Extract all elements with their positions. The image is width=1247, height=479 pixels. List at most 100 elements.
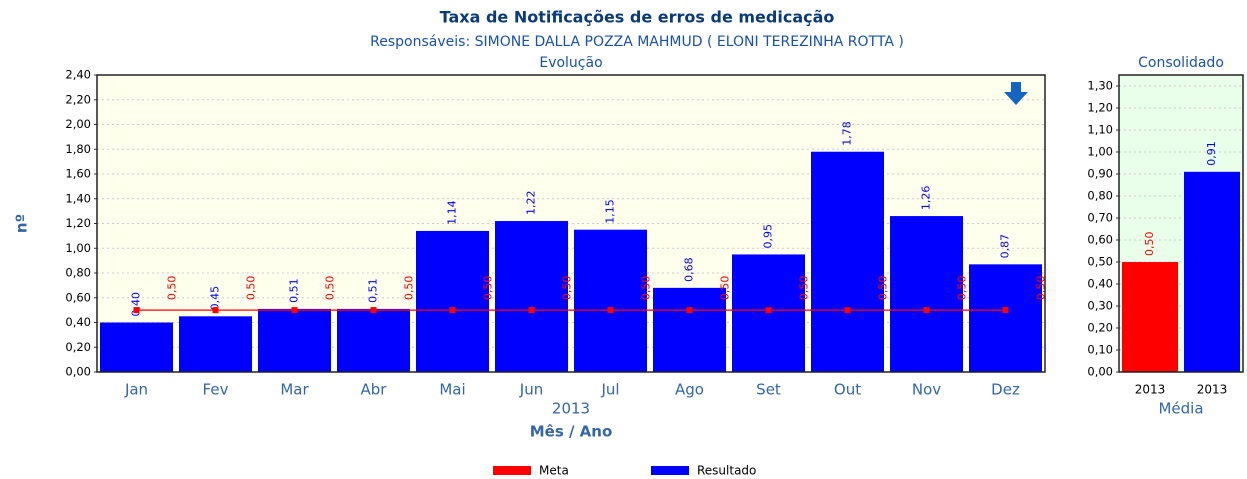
x-tick-label: Jun (519, 381, 543, 399)
y-tick-label: 0,20 (1087, 321, 1113, 335)
x-axis-label: Mês / Ano (530, 423, 613, 441)
value-label: 1,26 (920, 186, 933, 211)
legend-swatch (493, 466, 531, 475)
y-tick-label: 0,00 (65, 365, 91, 379)
line-marker (607, 307, 614, 314)
bar (653, 287, 726, 372)
x-tick-label: Abr (361, 381, 388, 399)
x-tick-label: Fev (203, 381, 229, 399)
bar (1122, 262, 1178, 372)
line-marker (1002, 307, 1009, 314)
value-label: 0,50 (798, 276, 811, 301)
bar (811, 151, 884, 372)
line-marker (528, 307, 535, 314)
y-tick-label: 0,40 (1087, 277, 1113, 291)
value-label: 0,50 (166, 276, 179, 301)
y-tick-label: 0,30 (1087, 299, 1113, 313)
value-label: 0,50 (719, 276, 732, 301)
value-label: 0,50 (324, 276, 337, 301)
y-tick-label: 0,80 (65, 266, 91, 280)
chart-subtitle: Responsáveis: SIMONE DALLA POZZA MAHMUD … (370, 34, 904, 50)
x-tick-label: Set (756, 381, 781, 399)
legend-swatch (651, 466, 689, 475)
panel-title: Evolução (539, 55, 602, 71)
line-marker (291, 307, 298, 314)
y-tick-label: 0,60 (1087, 233, 1113, 247)
bar (100, 322, 173, 372)
bar (574, 229, 647, 372)
value-label: 0,51 (367, 278, 380, 303)
x-tick-label: Mai (439, 381, 465, 399)
value-label: 0,50 (561, 276, 574, 301)
x-tick-label: Out (834, 381, 861, 399)
bar (416, 230, 489, 372)
legend-label: Resultado (697, 464, 756, 478)
bar (890, 216, 963, 372)
y-tick-label: 0,40 (65, 315, 91, 329)
bar (337, 308, 410, 372)
y-tick-label: 2,40 (65, 68, 91, 82)
y-tick-label: 1,00 (1087, 145, 1113, 159)
bar (179, 316, 252, 372)
y-tick-label: 1,10 (1087, 123, 1113, 137)
plot-border (1118, 74, 1244, 373)
value-label: 0,50 (877, 276, 890, 301)
y-tick-label: 2,20 (65, 92, 91, 106)
line-marker (370, 307, 377, 314)
bar (258, 308, 331, 372)
value-label: 0,50 (482, 276, 495, 301)
value-label: 0,50 (403, 276, 416, 301)
line-marker (133, 307, 140, 314)
value-label: 0,50 (1143, 232, 1156, 257)
value-label: 0,50 (640, 276, 653, 301)
x-group-label: 2013 (552, 400, 590, 418)
value-label: 1,78 (841, 121, 854, 146)
x-tick-label: Mar (280, 381, 309, 399)
value-label: 0,68 (683, 257, 696, 282)
value-label: 0,87 (999, 234, 1012, 259)
x-tick-label: Jan (124, 381, 148, 399)
value-label: 0,51 (288, 278, 301, 303)
value-label: 0,95 (762, 224, 775, 249)
x-tick-label: Jul (600, 381, 619, 399)
y-tick-label: 1,30 (1087, 79, 1113, 93)
value-label: 0,50 (956, 276, 969, 301)
value-label: 1,22 (525, 191, 538, 216)
download-icon[interactable] (1004, 82, 1028, 105)
y-tick-label: 0,20 (65, 340, 91, 354)
y-tick-label: 2,00 (65, 117, 91, 131)
bar (969, 264, 1042, 372)
chart-title: Taxa de Notificações de erros de medicaç… (440, 8, 835, 27)
line-marker (686, 307, 693, 314)
y-tick-label: 0,70 (1087, 211, 1113, 225)
bar (495, 221, 568, 372)
y-tick-label: 0,90 (1087, 167, 1113, 181)
x-tick-label: Ago (675, 381, 704, 399)
y-tick-label: 1,80 (65, 142, 91, 156)
y-tick-label: 0,50 (1087, 255, 1113, 269)
y-tick-label: 1,60 (65, 167, 91, 181)
y-tick-label: 0,10 (1087, 343, 1113, 357)
x-tick-label: 2013 (1197, 383, 1228, 397)
x-axis-label: Média (1158, 400, 1203, 418)
value-label: 1,15 (604, 199, 617, 224)
value-label: 1,14 (446, 200, 459, 225)
x-tick-label: 2013 (1135, 383, 1166, 397)
value-label: 0,45 (209, 286, 222, 311)
line-marker (212, 307, 219, 314)
y-tick-label: 0,00 (1087, 365, 1113, 379)
line-marker (844, 307, 851, 314)
x-tick-label: Nov (912, 381, 941, 399)
y-tick-label: 1,20 (1087, 101, 1113, 115)
line-marker (765, 307, 772, 314)
line-marker (923, 307, 930, 314)
x-tick-label: Dez (991, 381, 1020, 399)
panel-title: Consolidado (1138, 55, 1224, 71)
line-marker (449, 307, 456, 314)
bar (1184, 171, 1240, 372)
y-tick-label: 0,80 (1087, 189, 1113, 203)
legend-label: Meta (539, 464, 569, 478)
y-tick-label: 1,40 (65, 191, 91, 205)
y-tick-label: 0,60 (65, 290, 91, 304)
